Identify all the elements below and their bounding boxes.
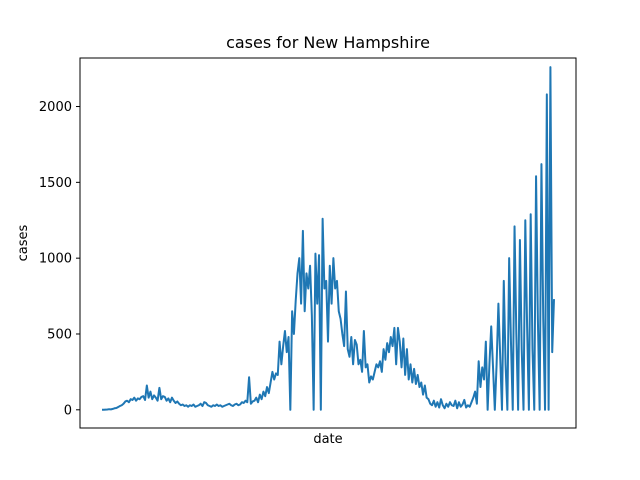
y-tick-label: 2000 <box>39 100 72 115</box>
y-tick-label: 1500 <box>39 176 72 191</box>
y-tick-label: 500 <box>47 327 72 342</box>
y-axis: 0 500 1000 1500 2000 <box>39 100 80 418</box>
chart-title: cases for New Hampshire <box>226 33 430 52</box>
x-axis-title: date <box>313 432 342 447</box>
y-axis-title: cases <box>16 224 31 261</box>
plot-frame <box>79 57 577 429</box>
y-tick-label: 0 <box>64 403 72 418</box>
series-line-cases <box>102 66 555 411</box>
plot-area <box>102 66 555 411</box>
y-tick-label: 1000 <box>39 252 72 267</box>
